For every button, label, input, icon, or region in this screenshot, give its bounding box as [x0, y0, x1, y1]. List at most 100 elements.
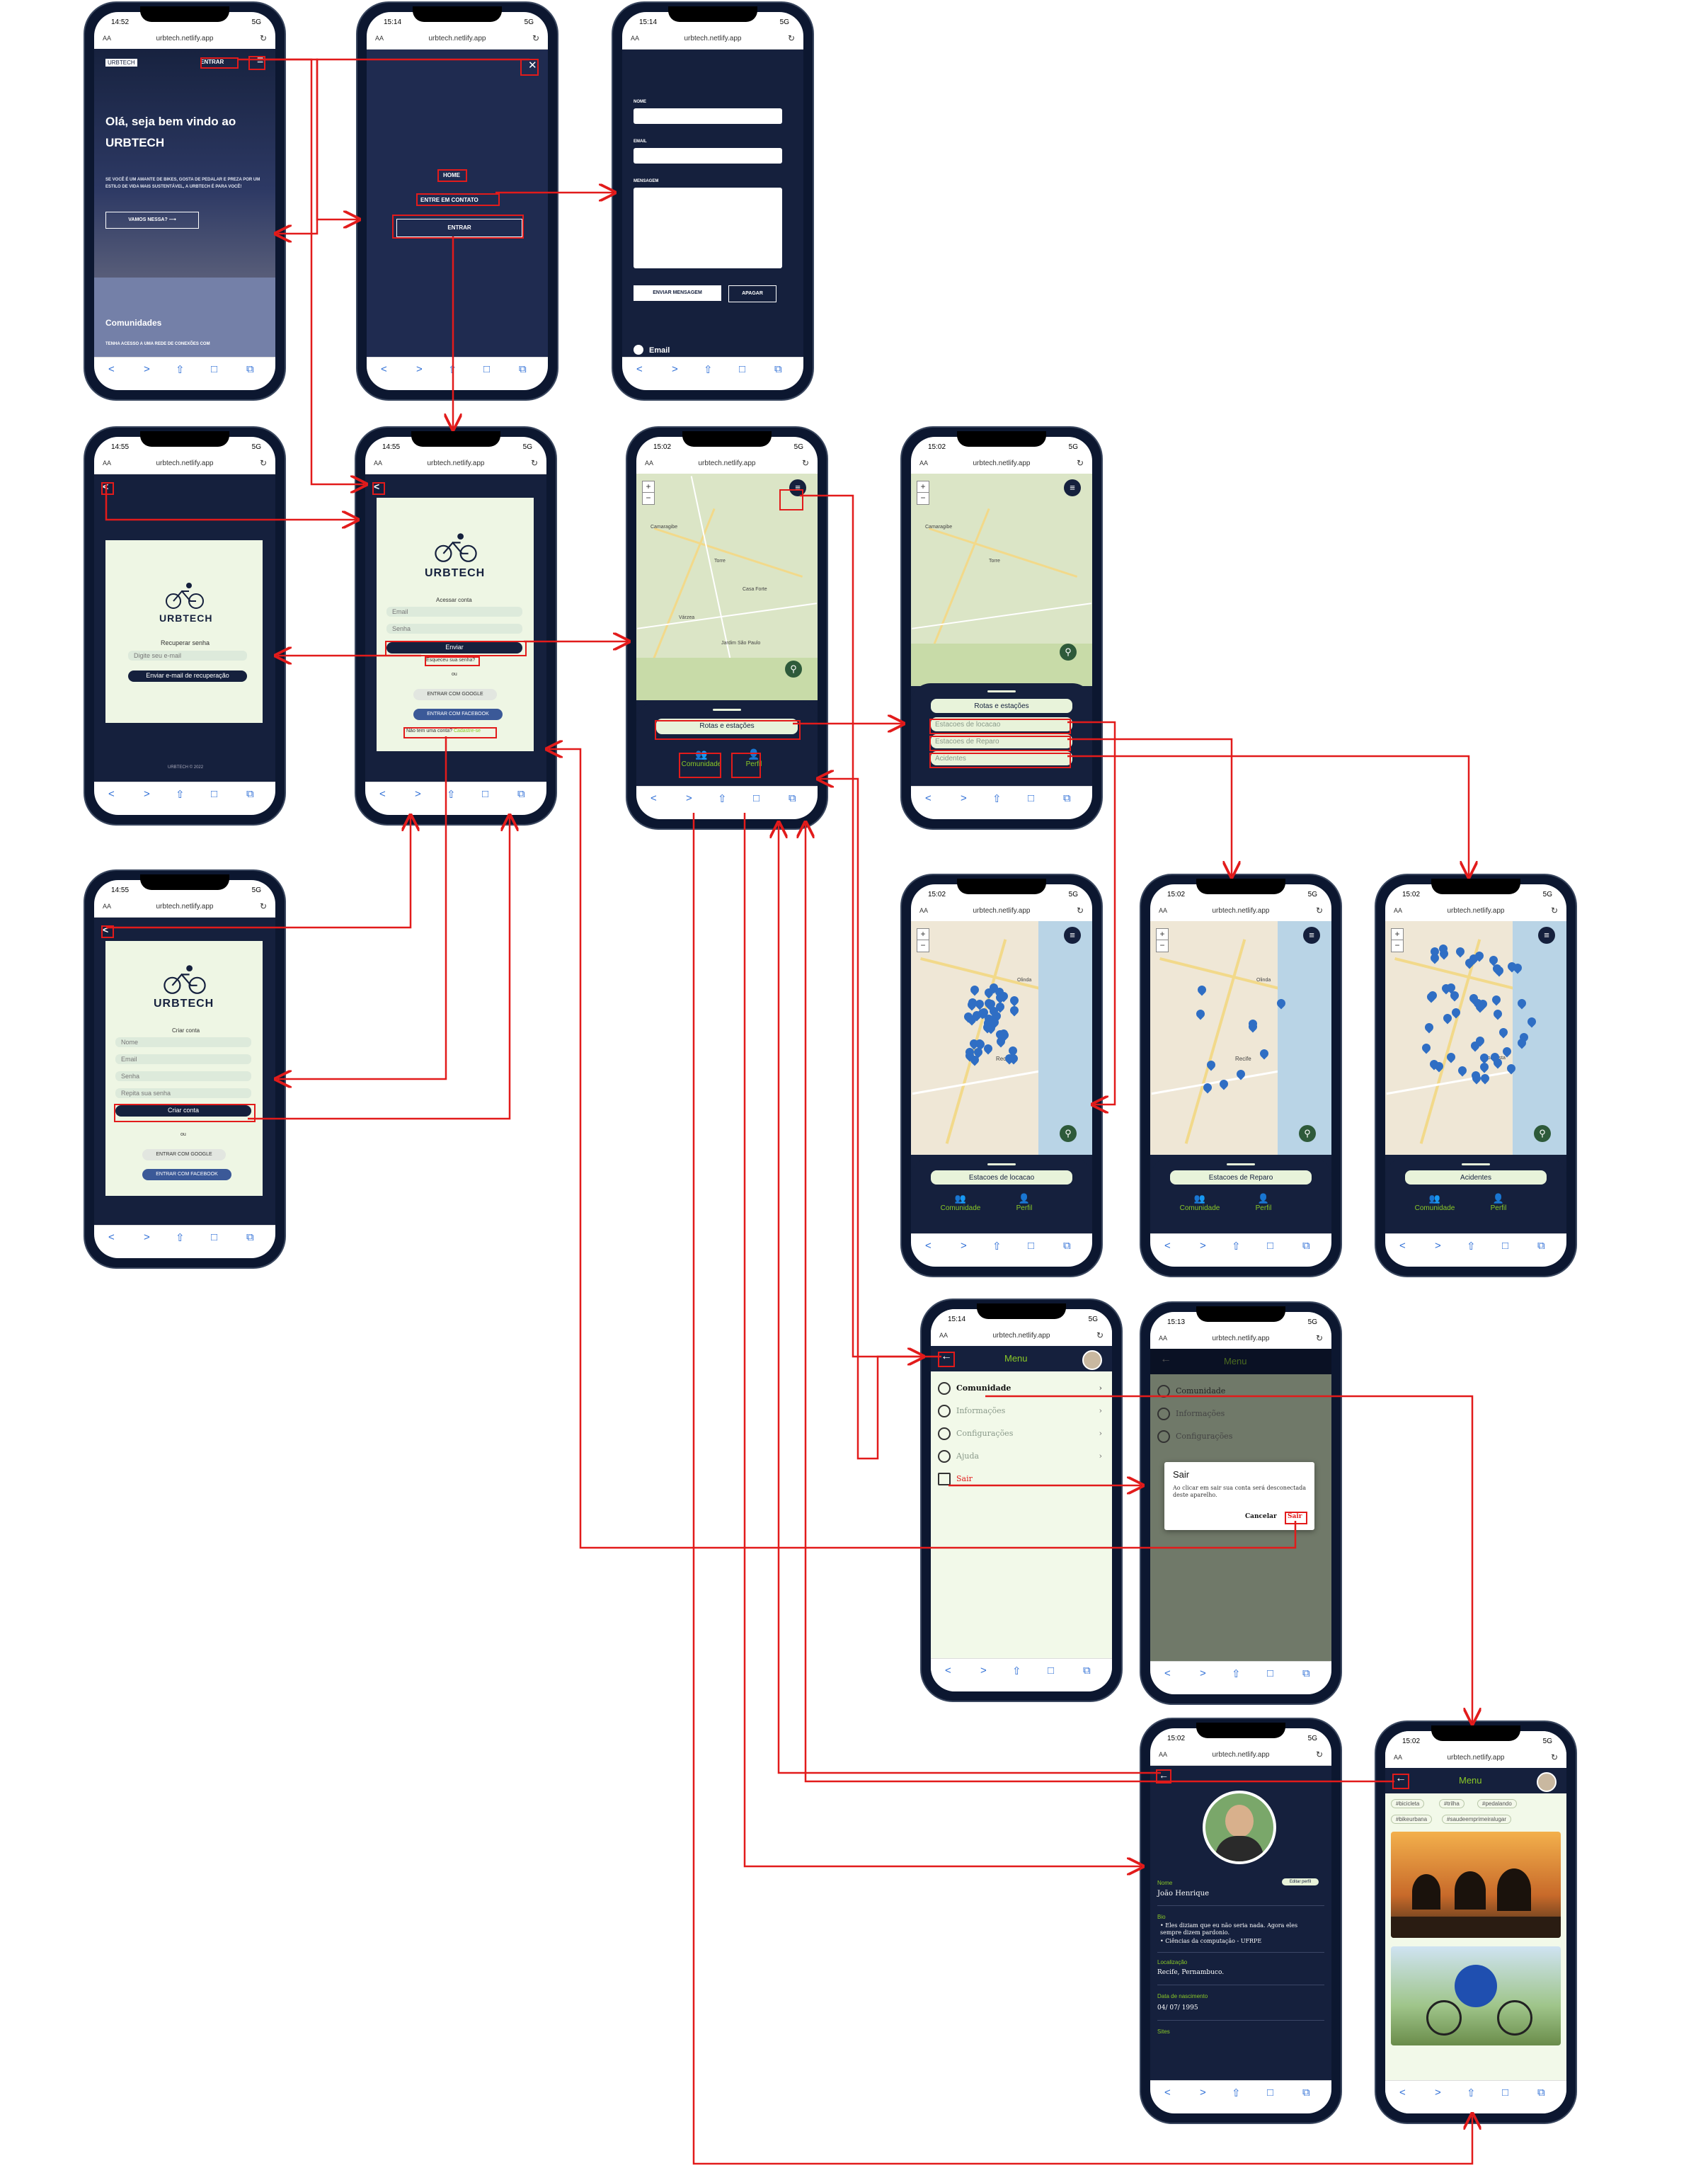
bookmarks-icon[interactable]: □ — [1028, 1240, 1035, 1252]
text-size-button[interactable]: AA — [919, 460, 929, 467]
edit-profile-button[interactable]: Editar perfil — [1282, 1878, 1319, 1885]
name-field[interactable] — [634, 108, 782, 124]
tabs-icon[interactable]: ⧉ — [1083, 1665, 1091, 1677]
tabs-icon[interactable]: ⧉ — [1063, 1240, 1071, 1252]
routes-stations-button[interactable]: Rotas e estações — [656, 719, 798, 734]
avatar[interactable] — [1537, 1772, 1557, 1792]
bookmarks-icon[interactable]: □ — [1502, 1240, 1509, 1252]
map-marker-icon[interactable] — [1194, 1008, 1207, 1020]
menu-icon[interactable]: ≡ — [1064, 927, 1081, 944]
email-field[interactable] — [634, 148, 782, 164]
url-bar[interactable]: AA urbtech.netlify.app ↻ — [94, 898, 275, 918]
avatar[interactable] — [1082, 1350, 1102, 1370]
text-size-button[interactable]: AA — [374, 460, 383, 467]
url-bar[interactable]: AA urbtech.netlify.app ↻ — [911, 903, 1092, 922]
reload-icon[interactable]: ↻ — [1550, 906, 1558, 915]
share-icon[interactable]: ⇧ — [718, 793, 727, 805]
tabs-icon[interactable]: ⧉ — [517, 788, 525, 800]
reload-icon[interactable]: ↻ — [1096, 1330, 1104, 1340]
back-icon[interactable]: < — [1164, 2087, 1171, 2099]
back-icon[interactable]: < — [925, 792, 932, 804]
reload-icon[interactable]: ↻ — [530, 458, 538, 468]
menu-icon[interactable]: ≡ — [1064, 479, 1081, 496]
reload-icon[interactable]: ↻ — [1076, 906, 1084, 915]
forward-icon[interactable]: > — [672, 363, 678, 375]
map-marker-icon[interactable] — [1454, 945, 1467, 958]
location-pin-icon[interactable]: ⚲ — [1534, 1125, 1551, 1142]
location-pin-icon[interactable]: ⚲ — [1299, 1125, 1316, 1142]
text-size-button[interactable]: AA — [103, 35, 112, 42]
menu-item-help[interactable]: Ajuda › — [938, 1448, 1105, 1465]
tabs-icon[interactable]: ⧉ — [1537, 1240, 1545, 1252]
reload-icon[interactable]: ↻ — [259, 458, 267, 468]
forward-icon[interactable]: > — [416, 363, 423, 375]
facebook-button[interactable]: ENTRAR COM FACEBOOK — [413, 709, 503, 720]
accidents-label[interactable]: Acidentes — [1405, 1170, 1547, 1185]
bookmarks-icon[interactable]: □ — [1502, 2087, 1509, 2099]
map-marker-icon[interactable] — [1491, 1008, 1504, 1020]
zoom-out-button[interactable]: − — [917, 940, 929, 952]
back-icon[interactable]: < — [650, 792, 657, 804]
map-marker-icon[interactable] — [1456, 1064, 1469, 1077]
forward-icon[interactable]: > — [980, 1665, 987, 1677]
url-bar[interactable]: AA urbtech.netlify.app ↻ — [365, 455, 546, 474]
url-bar[interactable]: AA urbtech.netlify.app ↻ — [94, 30, 275, 50]
back-icon[interactable]: < — [108, 788, 115, 800]
reload-icon[interactable]: ↻ — [801, 458, 809, 468]
post-image-cyclist[interactable] — [1391, 1946, 1561, 2045]
tab-profile[interactable]: 👤 Perfil — [1003, 1193, 1045, 1212]
menu-item-community[interactable]: Comunidade › — [938, 1380, 1105, 1397]
back-icon[interactable]: < — [108, 1231, 115, 1243]
map-marker-icon[interactable] — [1008, 994, 1021, 1007]
map-marker-icon[interactable] — [1258, 1047, 1270, 1060]
share-icon[interactable]: ⇧ — [992, 793, 1002, 805]
message-field[interactable] — [634, 188, 782, 268]
bookmarks-icon[interactable]: □ — [483, 363, 491, 375]
tabs-icon[interactable]: ⧉ — [246, 788, 254, 800]
back-icon[interactable]: < — [381, 363, 387, 375]
url-bar[interactable]: AA urbtech.netlify.app ↻ — [911, 455, 1092, 474]
forward-icon[interactable]: > — [1200, 1240, 1206, 1252]
hashtag-chip[interactable]: #pedalando — [1477, 1799, 1517, 1808]
back-icon[interactable]: < — [379, 788, 386, 800]
forward-icon[interactable]: > — [144, 363, 150, 375]
close-icon[interactable]: ✕ — [528, 59, 537, 72]
share-icon[interactable]: ⇧ — [1232, 1240, 1241, 1252]
map-view[interactable]: Boa Vista — [1385, 921, 1566, 1155]
url-bar[interactable]: AA urbtech.netlify.app ↻ — [1150, 1330, 1331, 1349]
bookmarks-icon[interactable]: □ — [1267, 1667, 1274, 1679]
text-size-button[interactable]: AA — [645, 460, 654, 467]
reload-icon[interactable]: ↻ — [259, 901, 267, 911]
share-icon[interactable]: ⇧ — [176, 789, 185, 801]
reload-icon[interactable]: ↻ — [1315, 1750, 1323, 1759]
location-pin-icon[interactable]: ⚲ — [785, 661, 802, 678]
send-recovery-button[interactable]: Enviar e-mail de recuperação — [128, 670, 247, 682]
back-arrow-icon[interactable]: < — [103, 924, 109, 935]
back-icon[interactable]: < — [1399, 1240, 1406, 1252]
reload-icon[interactable]: ↻ — [1550, 1752, 1558, 1762]
reload-icon[interactable]: ↻ — [787, 33, 795, 43]
location-pin-icon[interactable]: ⚲ — [1060, 644, 1077, 661]
cancel-button[interactable]: Cancelar — [1245, 1513, 1277, 1520]
forward-icon[interactable]: > — [1200, 2087, 1206, 2099]
submit-button[interactable]: Enviar — [386, 642, 522, 654]
zoom-in-button[interactable]: + — [642, 481, 655, 493]
name-input[interactable]: Nome — [115, 1037, 251, 1047]
forward-icon[interactable]: > — [1435, 1240, 1441, 1252]
back-icon[interactable]: < — [636, 363, 643, 375]
share-icon[interactable]: ⇧ — [1467, 2087, 1476, 2099]
tab-community[interactable]: 👥 Comunidade — [939, 1193, 982, 1212]
back-arrow-icon[interactable]: < — [374, 481, 380, 492]
share-icon[interactable]: ⇧ — [704, 364, 713, 376]
bookmarks-icon[interactable]: □ — [211, 1231, 218, 1243]
url-bar[interactable]: AA urbtech.netlify.app ↻ — [1385, 903, 1566, 922]
tabs-icon[interactable]: ⧉ — [1063, 792, 1071, 804]
forward-icon[interactable]: > — [144, 788, 150, 800]
rental-stations-option[interactable]: Estacoes de locacao — [931, 717, 1072, 731]
share-icon[interactable]: ⇧ — [176, 1232, 185, 1244]
map-marker-icon[interactable] — [1478, 1061, 1491, 1073]
forward-icon[interactable]: > — [961, 1240, 967, 1252]
tabs-icon[interactable]: ⧉ — [246, 363, 254, 375]
tab-community[interactable]: 👥 Comunidade — [1414, 1193, 1456, 1212]
signup-link[interactable]: Cadastre-se — [453, 729, 481, 734]
